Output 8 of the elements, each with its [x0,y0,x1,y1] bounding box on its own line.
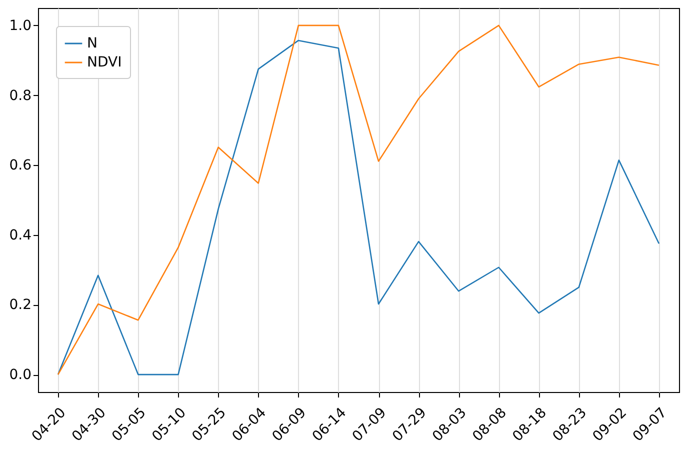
y-tick-label: 0.8 [9,88,32,104]
y-tick-label: 0.0 [9,367,32,384]
legend-label: N [87,36,98,52]
y-tick-label: 0.4 [9,227,32,244]
legend-label: NDVI [87,54,122,70]
y-tick-label: 0.6 [9,158,32,174]
y-tick-label: 0.2 [9,297,32,314]
y-tick-label: 1.0 [9,18,32,34]
